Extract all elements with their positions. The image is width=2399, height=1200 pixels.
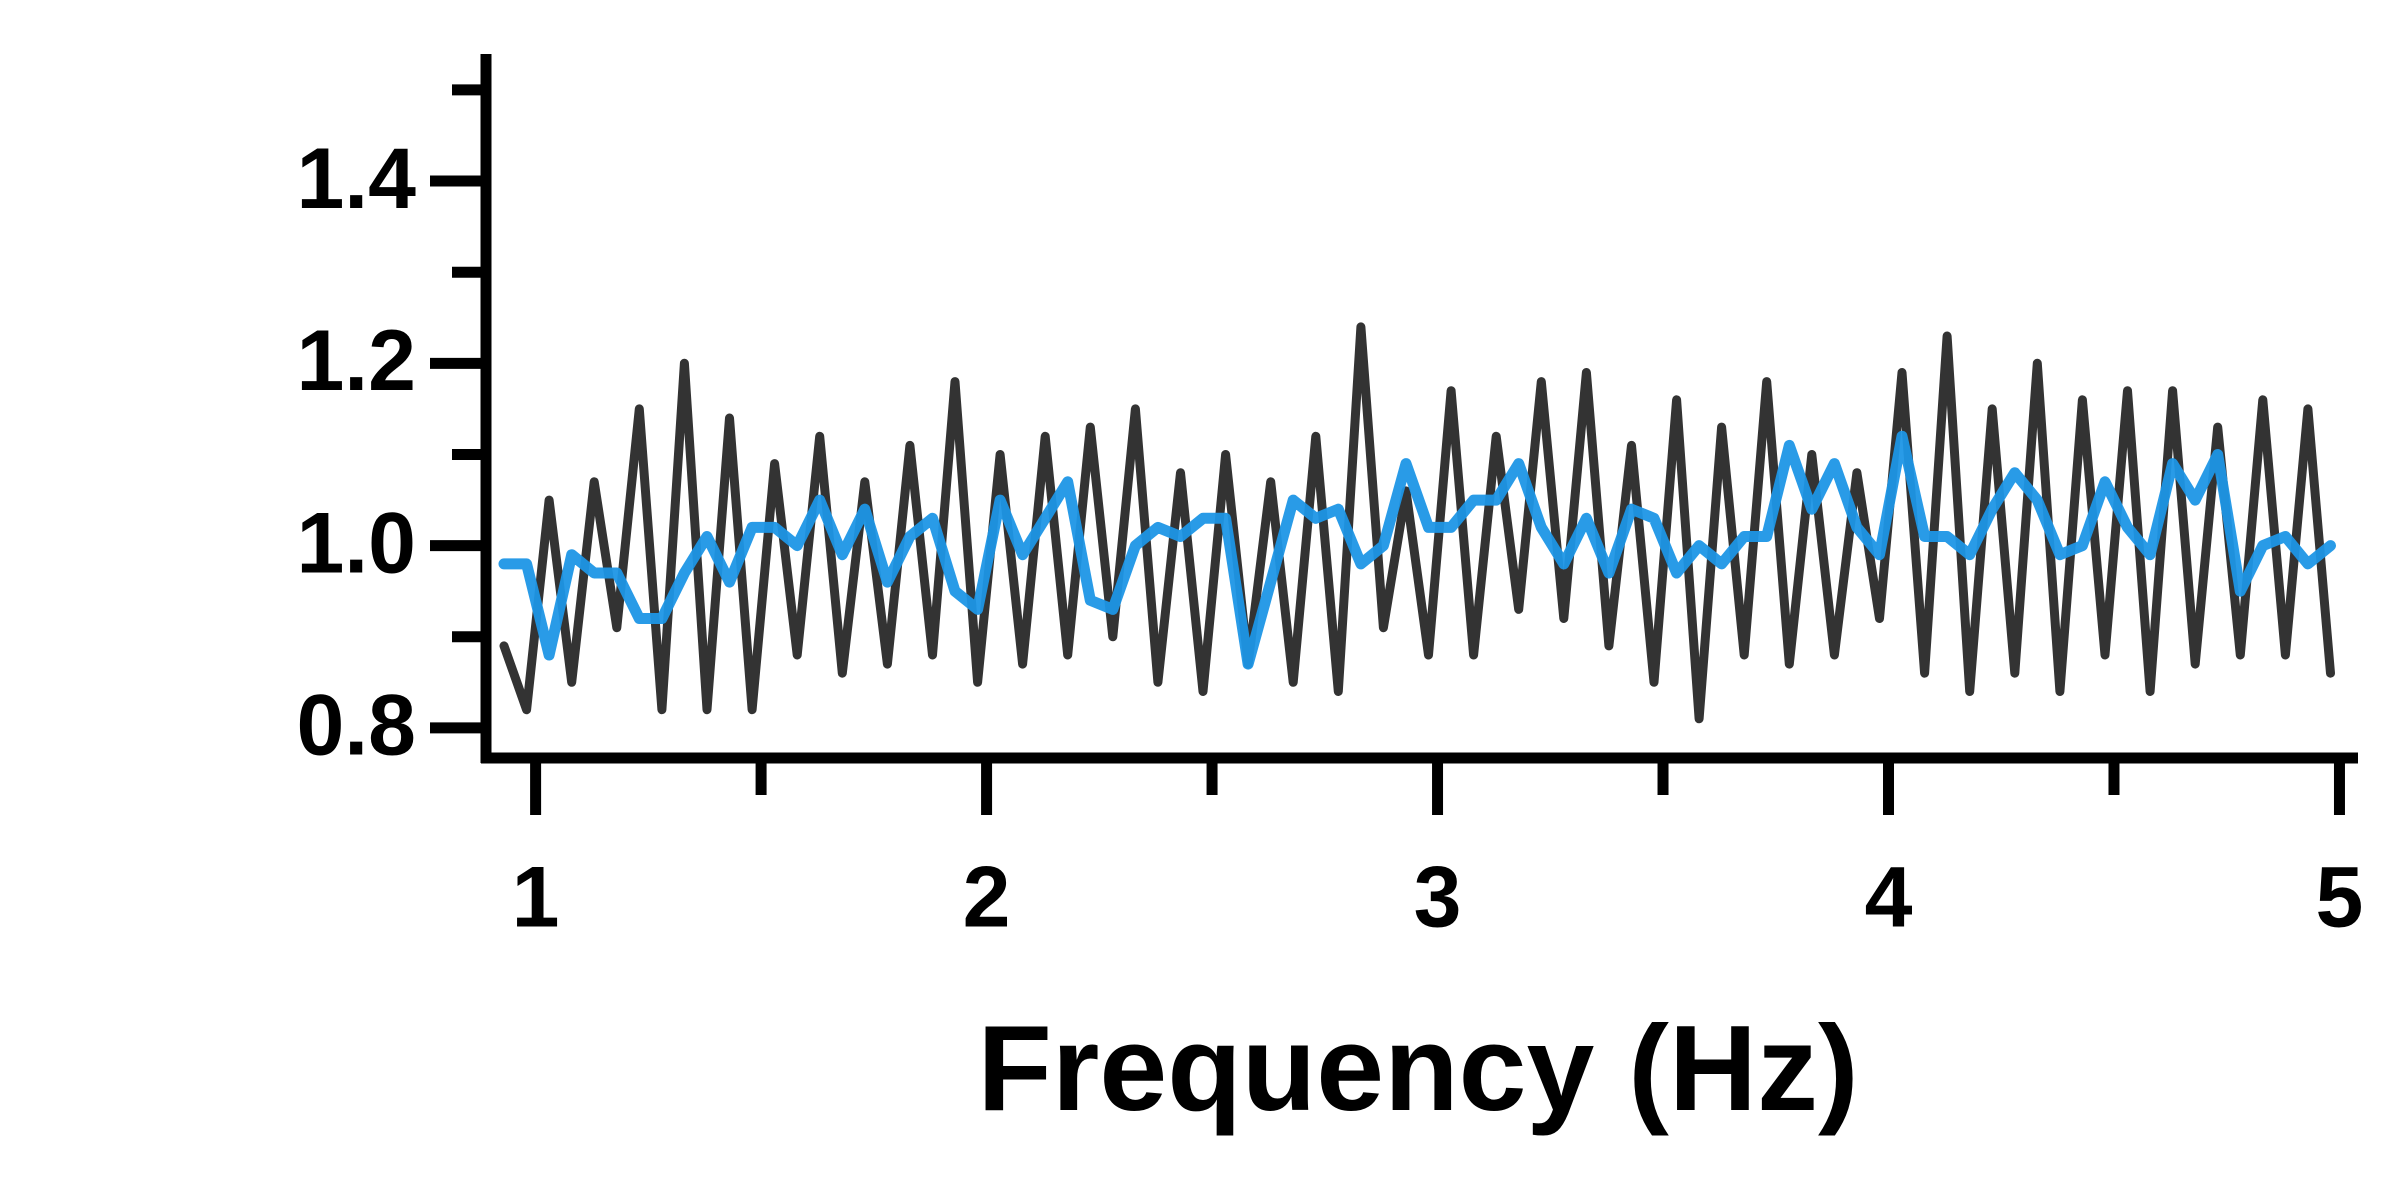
data-line bbox=[499, 322, 2335, 724]
x-tick-label: 2 bbox=[963, 850, 1011, 946]
y-tick-label: 1.2 bbox=[296, 313, 416, 409]
y-tick-label: 0.8 bbox=[296, 678, 416, 774]
x-axis-title: Frequency (Hz) bbox=[977, 1000, 1858, 1136]
y-tick-label: 1.4 bbox=[296, 131, 416, 227]
data-line bbox=[498, 430, 2336, 670]
x-tick-label: 3 bbox=[1414, 850, 1462, 946]
x-tick-label: 1 bbox=[512, 850, 560, 946]
x-tick-label: 5 bbox=[2316, 850, 2364, 946]
x-tick-label: 4 bbox=[1865, 850, 1913, 946]
y-tick-label: 1.0 bbox=[296, 495, 416, 591]
